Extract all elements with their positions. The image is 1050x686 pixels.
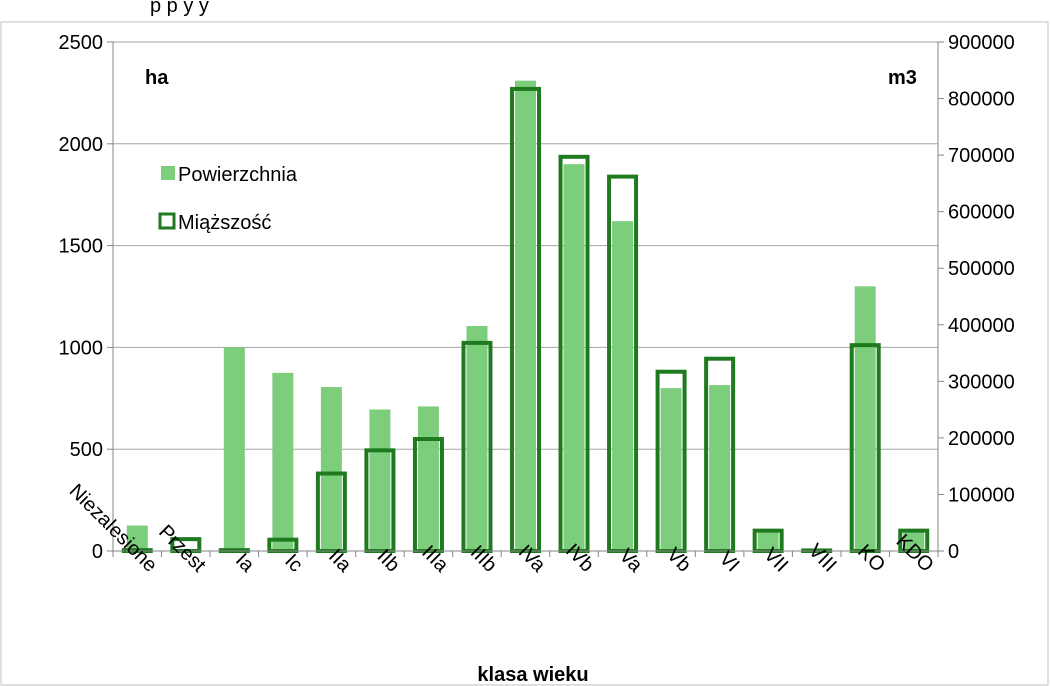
axes [112, 42, 939, 557]
bar-area-KO [854, 286, 876, 551]
bar-area-VI [709, 385, 731, 551]
bar-area-VII [757, 530, 779, 551]
right-tick-label: 800000 [948, 89, 1015, 111]
bar-area-Va [612, 221, 634, 551]
legend: Powierzchnia Miąższość [158, 164, 298, 234]
chart-title-fragment: p p y y [150, 0, 209, 17]
bar-area-IIa [320, 387, 342, 551]
right-tick-label: 400000 [948, 315, 1015, 337]
legend-label-volume: Miąższość [178, 212, 271, 234]
bar-area-IVa [515, 80, 536, 552]
legend-label-area: Powierzchnia [178, 164, 298, 186]
x-axis-title: klasa wieku [477, 664, 588, 686]
left-unit-label: ha [145, 67, 169, 89]
right-tick-label: 100000 [948, 484, 1015, 506]
right-unit-label: m3 [888, 67, 917, 89]
legend-swatch-volume [158, 212, 176, 230]
right-tick-label: 0 [948, 541, 959, 563]
right-axis-ticks: 0 100000 200000 300000 400000 500000 600000 700… [938, 32, 1015, 563]
bar-area-Niezalesione [126, 525, 148, 551]
right-tick-label: 200000 [948, 428, 1015, 450]
right-tick-label: 500000 [948, 258, 1015, 280]
chart-frame [0, 21, 1049, 686]
bar-area-Vb [660, 388, 682, 551]
bar-area-IIIa [417, 406, 439, 551]
bar-area-IIIb [466, 326, 488, 551]
left-tick-label: 500 [70, 439, 103, 461]
left-tick-label: 0 [92, 541, 103, 563]
legend-swatch-area [161, 166, 175, 180]
right-tick-label: 700000 [948, 145, 1015, 167]
bar-area-Ia [223, 347, 245, 551]
left-tick-label: 2000 [59, 134, 104, 156]
left-tick-label: 1000 [59, 337, 104, 359]
left-axis-ticks: 0 500 1000 1500 2000 2500 [59, 32, 113, 563]
left-tick-label: 2500 [59, 32, 104, 54]
bar-area-Ic [272, 372, 294, 551]
right-tick-label: 300000 [948, 371, 1015, 393]
right-tick-label: 900000 [948, 32, 1015, 54]
bar-area-KDO [903, 531, 925, 551]
area-bars [126, 80, 925, 552]
bar-area-IVb [563, 164, 585, 551]
left-tick-label: 1500 [59, 236, 104, 258]
bar-area-IIb [369, 409, 391, 551]
right-tick-label: 600000 [948, 202, 1015, 224]
